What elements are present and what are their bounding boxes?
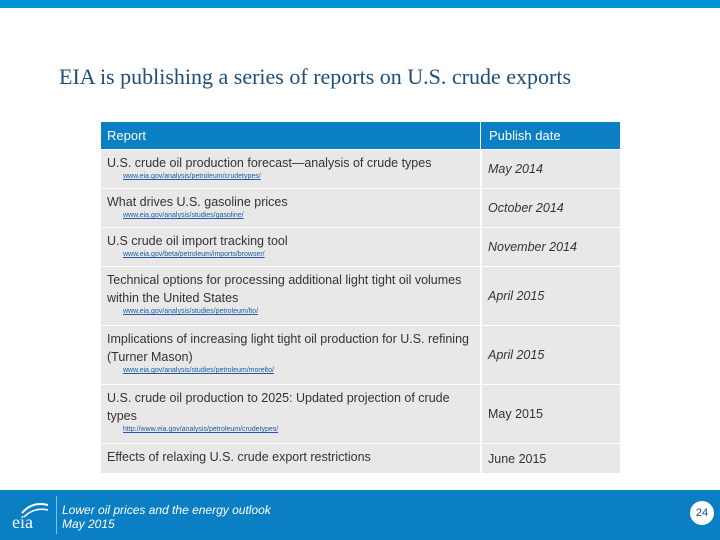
report-title: U.S crude oil import tracking tool (107, 234, 288, 248)
footer-subtitle: Lower oil prices and the energy outlook … (62, 503, 271, 531)
report-cell: Implications of increasing light tight o… (101, 326, 480, 384)
report-title: Implications of increasing light tight o… (107, 332, 469, 364)
report-link[interactable]: www.eia.gov/analysis/studies/gasoline/ (123, 212, 244, 219)
publish-date-cell: May 2014 (480, 150, 620, 188)
report-cell: U.S. crude oil production to 2025: Updat… (101, 385, 480, 443)
footer-subtitle-line2: May 2015 (62, 517, 115, 531)
publish-date-cell: October 2014 (480, 189, 620, 227)
report-cell: U.S. crude oil production forecast—analy… (101, 150, 480, 188)
report-title: U.S. crude oil production to 2025: Updat… (107, 391, 450, 423)
eia-logo-icon (21, 503, 49, 518)
table-row: Implications of increasing light tight o… (101, 325, 620, 384)
report-link[interactable]: www.eia.gov/analysis/studies/petroleum/l… (123, 308, 259, 315)
publish-date-cell: April 2015 (480, 326, 620, 384)
report-cell: U.S crude oil import tracking tool www.ei… (101, 228, 480, 266)
report-link[interactable]: http://www.eia.gov/analysis/petroleum/cr… (123, 426, 279, 433)
publish-date-cell: April 2015 (480, 267, 620, 325)
report-cell: Effects of relaxing U.S. crude export re… (101, 444, 480, 473)
table-header: Report Publish date (101, 122, 620, 149)
publish-date-cell: June 2015 (480, 444, 620, 473)
table-row: U.S crude oil import tracking tool www.ei… (101, 227, 620, 266)
table-row: U.S. crude oil production forecast—analy… (101, 149, 620, 188)
table-row: Technical options for processing additio… (101, 266, 620, 325)
slide-title: EIA is publishing a series of reports on… (59, 64, 572, 89)
footer-bar (0, 490, 720, 540)
report-title: Technical options for processing additio… (107, 273, 462, 305)
top-accent-bar (0, 0, 720, 8)
report-link[interactable]: www.eia.gov/analysis/petroleum/crudetype… (123, 173, 261, 180)
header-report: Report (107, 128, 147, 143)
footer-subtitle-line1: Lower oil prices and the energy outlook (62, 503, 271, 517)
table-row: Effects of relaxing U.S. crude export re… (101, 443, 620, 473)
report-cell: Technical options for processing additio… (101, 267, 480, 325)
table-row: What drives U.S. gasoline prices www.eia.… (101, 188, 620, 227)
report-title: U.S. crude oil production forecast—analy… (107, 156, 432, 170)
report-title: What drives U.S. gasoline prices (107, 195, 288, 209)
publish-date-cell: November 2014 (480, 228, 620, 266)
report-link[interactable]: www.eia.gov/beta/petroleum/imports/brows… (123, 251, 265, 258)
eia-logo-text: eia (12, 512, 33, 532)
reports-table: Report Publish date U.S. crude oil produ… (101, 122, 620, 473)
table-row: U.S. crude oil production to 2025: Updat… (101, 384, 620, 443)
publish-date-cell: May 2015 (480, 385, 620, 443)
report-title: Effects of relaxing U.S. crude export re… (107, 450, 371, 464)
header-publish-date: Publish date (480, 122, 620, 149)
footer-divider (56, 496, 57, 534)
page-number: 24 (690, 501, 714, 525)
report-link[interactable]: www.eia.gov/analysis/studies/petroleum/m… (123, 367, 274, 374)
report-cell: What drives U.S. gasoline prices www.eia.… (101, 189, 480, 227)
